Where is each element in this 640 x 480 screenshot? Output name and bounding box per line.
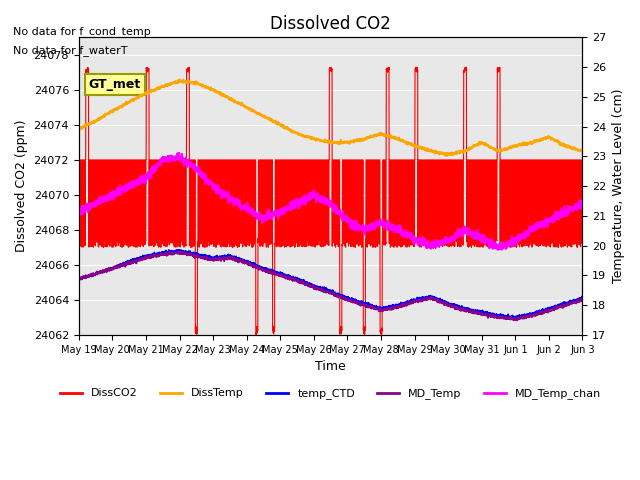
Title: Dissolved CO2: Dissolved CO2	[270, 15, 391, 33]
Legend: DissCO2, DissTemp, temp_CTD, MD_Temp, MD_Temp_chan: DissCO2, DissTemp, temp_CTD, MD_Temp, MD…	[56, 384, 605, 404]
Text: No data for f_waterT: No data for f_waterT	[13, 45, 127, 56]
X-axis label: Time: Time	[316, 360, 346, 373]
Y-axis label: Dissolved CO2 (ppm): Dissolved CO2 (ppm)	[15, 120, 28, 252]
Text: No data for f_cond_temp: No data for f_cond_temp	[13, 25, 150, 36]
Text: GT_met: GT_met	[89, 78, 141, 91]
Y-axis label: Temperature, Water Level (cm): Temperature, Water Level (cm)	[612, 89, 625, 283]
